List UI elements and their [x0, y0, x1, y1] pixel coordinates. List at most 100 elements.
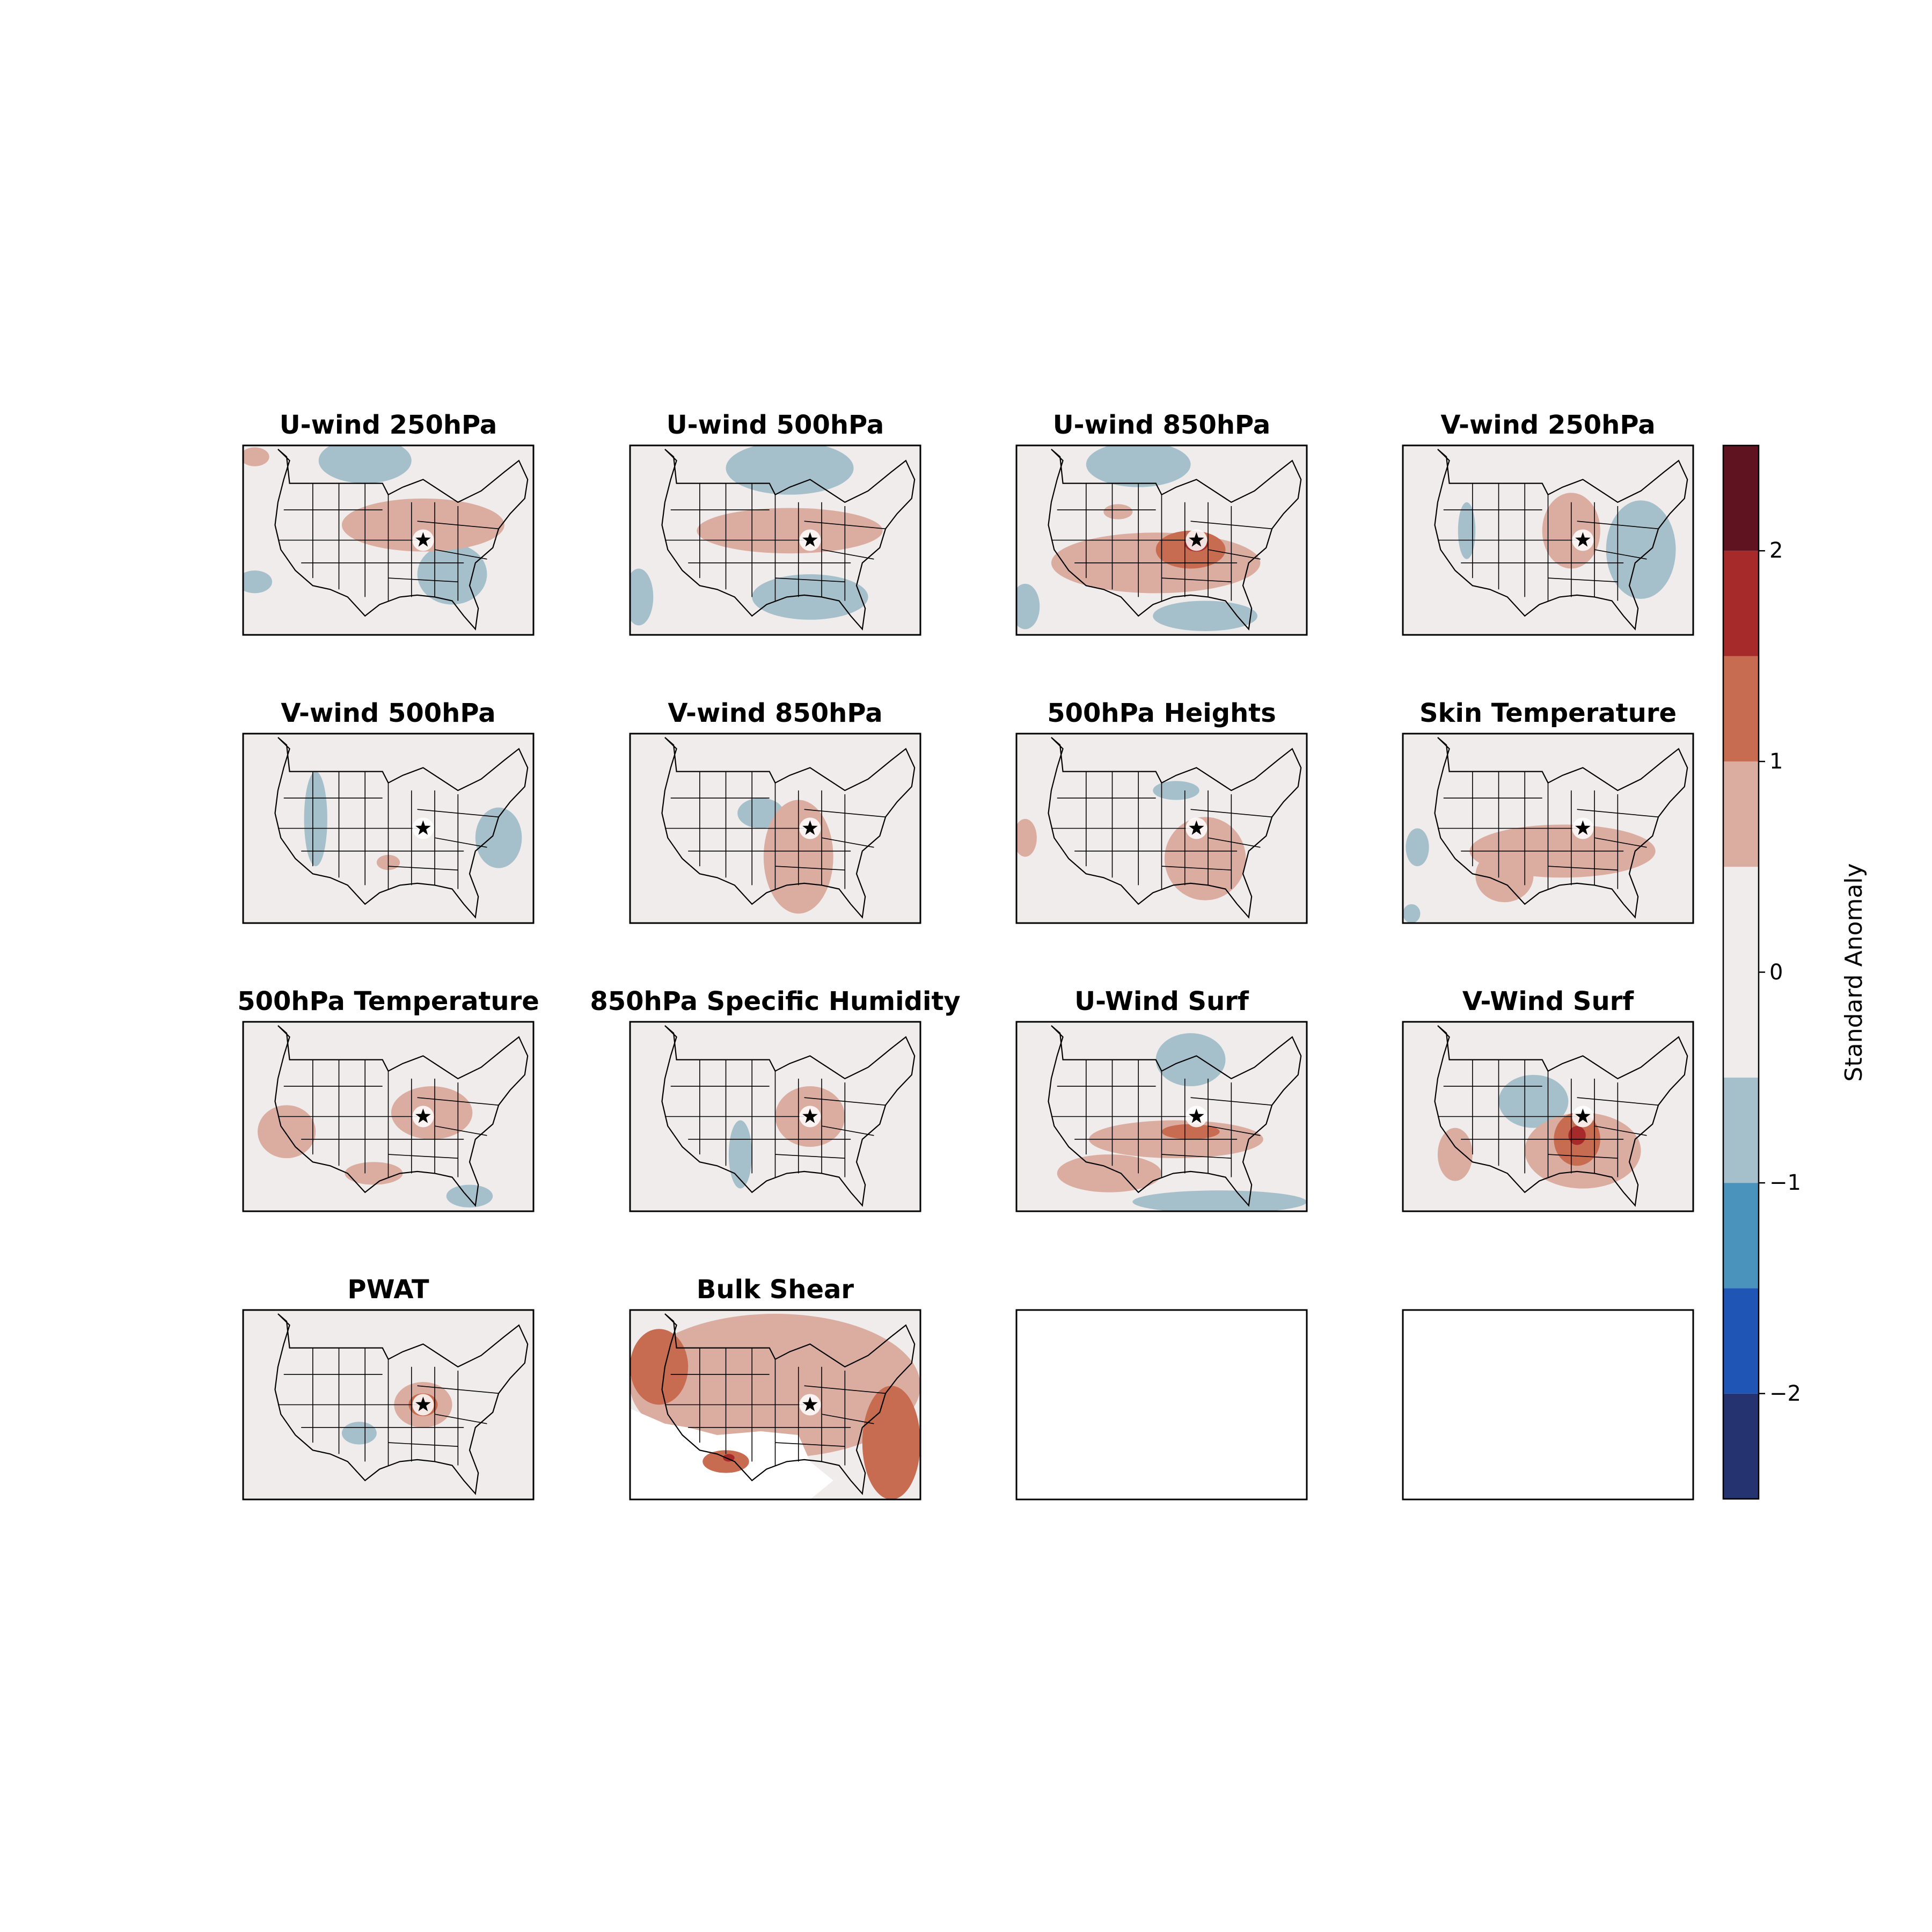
state-border — [1577, 1097, 1659, 1106]
negative-anomaly-contour — [1086, 445, 1191, 487]
positive-anomaly-contour — [1568, 1126, 1586, 1145]
negative-anomaly-contour — [304, 771, 327, 867]
panel-title: U-wind 250hPa — [279, 410, 497, 440]
country-outline — [661, 1025, 916, 1207]
map-background — [1403, 1310, 1693, 1499]
state-border — [804, 1097, 886, 1106]
state-border — [417, 1097, 499, 1106]
negative-anomaly-contour — [243, 570, 273, 594]
colorbar-tick-label: −2 — [1769, 1381, 1801, 1406]
negative-anomaly-contour — [446, 1184, 493, 1208]
state-border — [821, 1125, 874, 1136]
panel-frame — [629, 1309, 921, 1501]
country-outline — [1434, 737, 1688, 919]
state-border — [434, 549, 487, 560]
map-panel — [629, 733, 921, 924]
colorbar-segment — [1723, 656, 1759, 762]
positive-anomaly-contour — [1161, 1124, 1220, 1139]
panel-frame — [1015, 1021, 1308, 1212]
country-outline — [661, 449, 916, 631]
positive-anomaly-contour — [1437, 1128, 1473, 1181]
country-outline — [274, 737, 529, 919]
panel-title: PWAT — [347, 1275, 429, 1305]
colorbar-segment — [1723, 1288, 1759, 1394]
location-star-icon — [802, 1396, 818, 1411]
country-outline — [1048, 449, 1302, 631]
state-border — [417, 809, 499, 818]
country-outline — [1048, 737, 1302, 919]
state-border — [804, 809, 886, 818]
panel-frame — [1015, 733, 1308, 924]
positive-anomaly-contour — [702, 1450, 749, 1473]
location-star-icon — [802, 1108, 818, 1123]
colorbar-segment — [1723, 445, 1759, 551]
map-panel — [1402, 733, 1694, 924]
panel-frame — [629, 1021, 921, 1212]
state-border — [417, 521, 499, 530]
negative-anomaly-contour — [318, 445, 412, 484]
location-star-icon — [415, 532, 431, 547]
state-border — [388, 577, 458, 582]
negative-anomaly-contour — [728, 1120, 752, 1189]
panel-title: Bulk Shear — [696, 1275, 854, 1305]
panel-frame — [1015, 444, 1308, 636]
map-background — [1016, 1310, 1307, 1499]
colorbar-segment — [1723, 551, 1759, 656]
location-star-icon — [802, 532, 818, 547]
panel-title: 500hPa Temperature — [237, 986, 539, 1016]
panel-title: U-wind 500hPa — [666, 410, 884, 440]
negative-anomaly-contour — [1153, 781, 1199, 800]
panel-title: U-wind 850hPa — [1052, 410, 1271, 440]
location-star-icon — [1189, 532, 1204, 547]
location-star-icon — [802, 820, 818, 835]
location-star-icon — [415, 1396, 431, 1411]
state-border — [1208, 837, 1261, 848]
state-border — [1161, 866, 1232, 870]
panel-title: V-wind 500hPa — [281, 698, 496, 728]
panel-frame — [1402, 1021, 1694, 1212]
state-border — [388, 1442, 458, 1447]
panel-frame — [242, 733, 535, 924]
panel-title: 500hPa Heights — [1047, 698, 1276, 728]
state-border — [417, 1385, 499, 1394]
map-panel — [242, 1021, 535, 1212]
panel-title: V-wind 250hPa — [1440, 410, 1656, 440]
state-border — [821, 1414, 874, 1424]
colorbar — [1722, 444, 1765, 1500]
negative-anomaly-contour — [726, 445, 854, 495]
state-border — [388, 866, 458, 870]
negative-anomaly-contour — [1016, 583, 1040, 630]
country-outline — [1434, 449, 1688, 631]
state-border — [775, 866, 845, 870]
state-border — [1161, 1154, 1232, 1159]
location-star-icon — [415, 1108, 431, 1123]
map-panel — [1015, 1309, 1308, 1501]
state-border — [804, 1385, 886, 1394]
map-panel — [629, 1309, 921, 1501]
map-panel — [1402, 444, 1694, 636]
negative-anomaly-contour — [1498, 1074, 1569, 1128]
panel-title: 850hPa Specific Humidity — [590, 986, 961, 1016]
state-border — [1548, 866, 1618, 870]
panel-title: V-Wind Surf — [1462, 986, 1634, 1016]
map-panel — [1402, 1021, 1694, 1212]
colorbar-segment — [1723, 1077, 1759, 1183]
panel-frame — [242, 1309, 535, 1501]
country-outline — [274, 449, 529, 631]
colorbar-tick-label: −1 — [1769, 1170, 1801, 1196]
country-outline — [274, 1313, 529, 1495]
state-border — [1208, 549, 1261, 560]
state-border — [434, 1414, 487, 1424]
map-panel — [1402, 1309, 1694, 1501]
state-border — [804, 521, 886, 530]
negative-anomaly-contour — [1153, 601, 1258, 631]
state-border — [1594, 549, 1647, 560]
map-panel — [242, 733, 535, 924]
state-border — [388, 1154, 458, 1159]
colorbar-tick-label: 2 — [1769, 538, 1783, 564]
panel-frame — [1402, 1309, 1694, 1501]
panel-title: Skin Temperature — [1419, 698, 1677, 728]
positive-anomaly-contour — [258, 1105, 316, 1159]
positive-anomaly-contour — [341, 498, 504, 552]
state-border — [821, 837, 874, 848]
